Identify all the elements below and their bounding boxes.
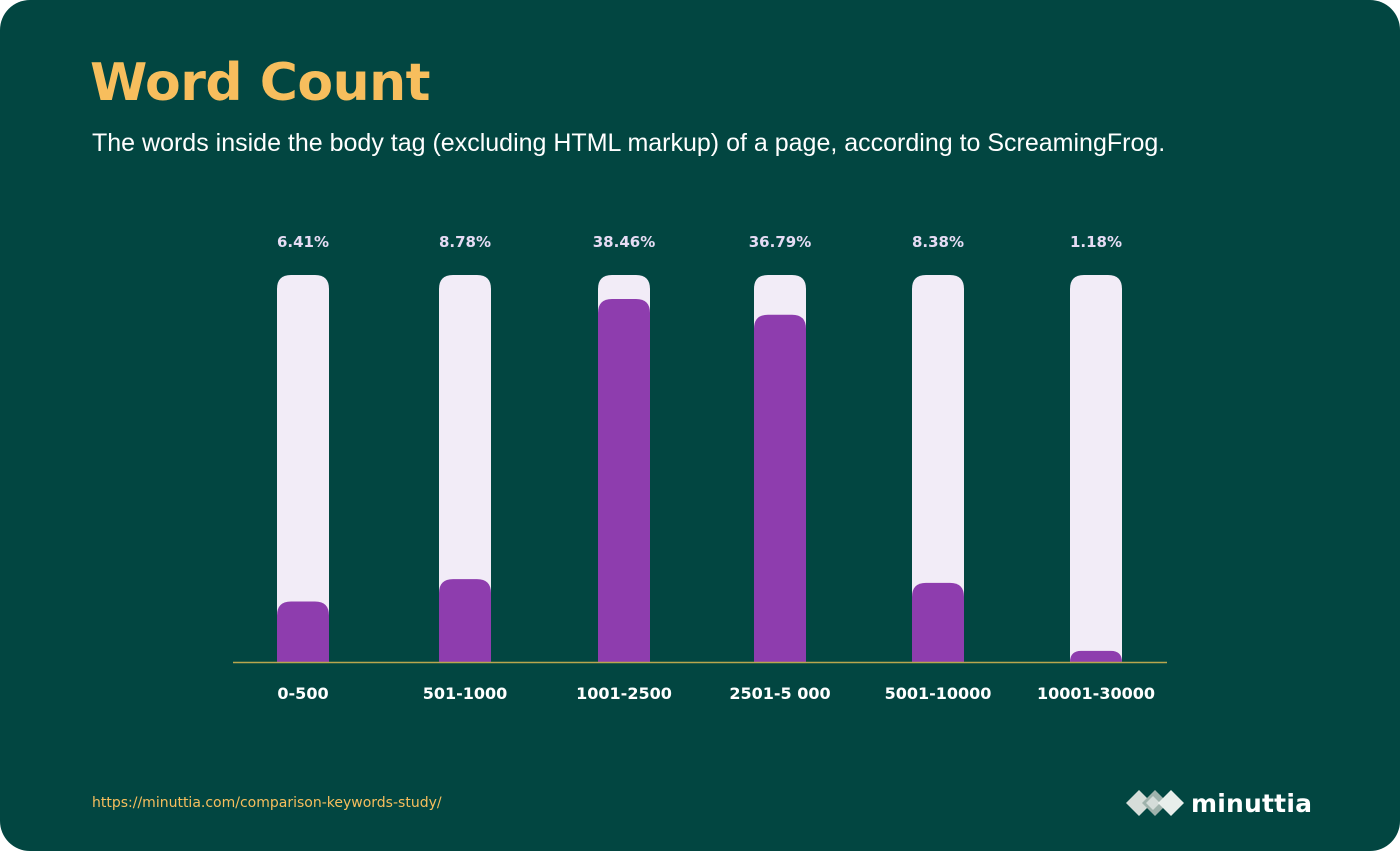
brand-logo: minuttia [1124,786,1312,820]
brand-name: minuttia [1191,788,1313,818]
data-label: 36.79% [749,233,811,251]
category-label: 10001-30000 [1037,684,1155,703]
bar-track [277,275,329,662]
chart-title: Word Count [90,53,430,113]
data-label: 8.78% [439,233,491,251]
data-label: 1.18% [1070,233,1122,251]
data-label: 6.41% [277,233,329,251]
bar-501-1000 [439,579,491,662]
bar-track [912,275,964,662]
data-label: 38.46% [593,233,655,251]
category-label: 1001-2500 [576,684,672,703]
bar-5001-10000 [912,582,964,662]
category-label: 501-1000 [423,684,508,703]
category-label: 2501-5 000 [729,684,830,703]
bar-track [439,275,491,662]
bar-10001-30000 [1070,650,1122,662]
chart-subtitle: The words inside the body tag (excluding… [92,129,1166,157]
source-url[interactable]: https://minuttia.com/comparison-keywords… [92,795,442,811]
bar-0-500 [277,601,329,662]
bar-2501-5 000 [754,314,806,662]
category-label: 0-500 [277,684,328,703]
data-label: 8.38% [912,233,964,251]
diamond-cluster-logo-icon [1126,790,1184,816]
bar-1001-2500 [598,298,650,662]
category-label: 5001-10000 [885,684,992,703]
bar-track [1070,275,1122,662]
